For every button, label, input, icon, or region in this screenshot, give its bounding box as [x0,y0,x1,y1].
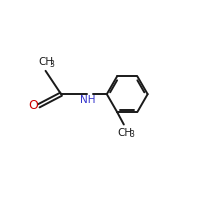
Text: CH: CH [38,57,53,67]
Text: NH: NH [80,95,96,105]
Text: 3: 3 [49,60,54,69]
Text: CH: CH [117,128,132,138]
Text: O: O [28,99,38,112]
Text: 3: 3 [130,130,134,139]
